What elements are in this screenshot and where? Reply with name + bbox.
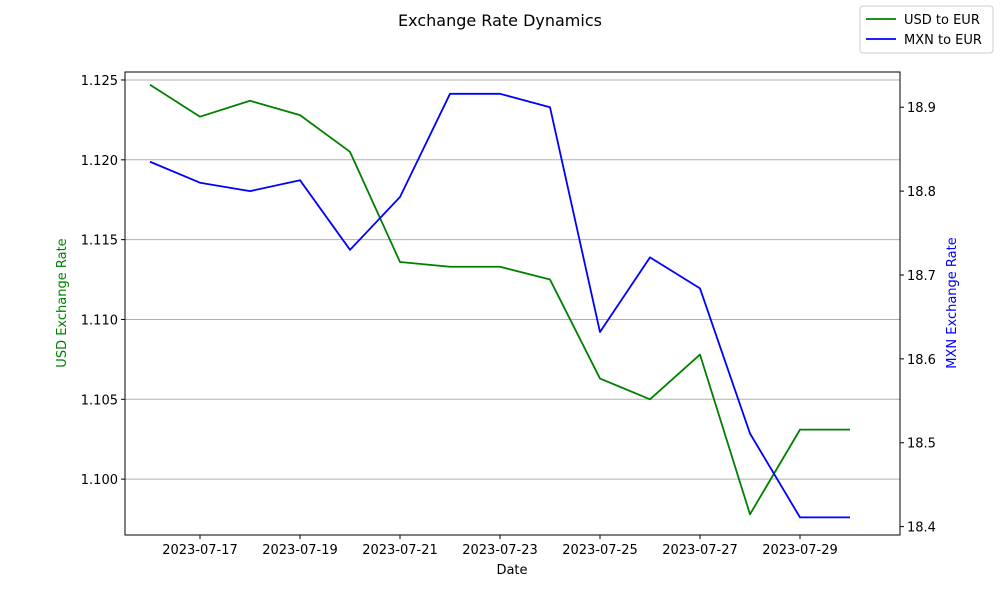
- y-right-tick-label: 18.8: [907, 185, 936, 200]
- series-layer: [149, 84, 850, 519]
- y-right-tick-label: 18.6: [907, 353, 936, 368]
- y-axis-label-right: MXN Exchange Rate: [945, 237, 960, 368]
- y-right-tick-label: 18.7: [907, 269, 936, 284]
- series-line-mxn-to-eur: [149, 92, 850, 519]
- series-line-usd-to-eur: [149, 84, 850, 516]
- x-tick-label: 2023-07-19: [262, 543, 338, 558]
- x-tick-label: 2023-07-17: [162, 543, 238, 558]
- x-tick-label: 2023-07-21: [362, 543, 438, 558]
- y-left-tick-label: 1.120: [81, 154, 118, 169]
- y-left-tick-label: 1.115: [81, 234, 118, 249]
- x-tick-label: 2023-07-29: [762, 543, 838, 558]
- y-right-tick-label: 18.4: [907, 521, 936, 536]
- y-left-tick-label: 1.110: [81, 313, 118, 328]
- y-axis-label-left: USD Exchange Rate: [55, 238, 70, 367]
- x-tick-label: 2023-07-27: [662, 543, 738, 558]
- y-right-tick-label: 18.9: [907, 101, 936, 116]
- y-right-tick-label: 18.5: [907, 437, 936, 452]
- legend-label-mxn: MXN to EUR: [904, 33, 982, 48]
- y-left-tick-label: 1.100: [81, 473, 118, 488]
- grid-layer: [125, 79, 900, 480]
- legend-label-usd: USD to EUR: [904, 13, 980, 28]
- legend: USD to EUR MXN to EUR: [859, 5, 994, 54]
- plot-frame: [124, 71, 901, 536]
- x-axis-label: Date: [496, 563, 527, 578]
- x-tick-label: 2023-07-23: [462, 543, 538, 558]
- y-left-tick-label: 1.105: [81, 393, 118, 408]
- ticks-layer: 1.100 1.105 1.110 1.115 1.120 1.125 18.4 18.5 18…: [81, 74, 936, 558]
- x-tick-label: 2023-07-25: [562, 543, 638, 558]
- y-left-tick-label: 1.125: [81, 74, 118, 89]
- legend-box: [859, 5, 994, 54]
- chart-title: Exchange Rate Dynamics: [398, 11, 602, 30]
